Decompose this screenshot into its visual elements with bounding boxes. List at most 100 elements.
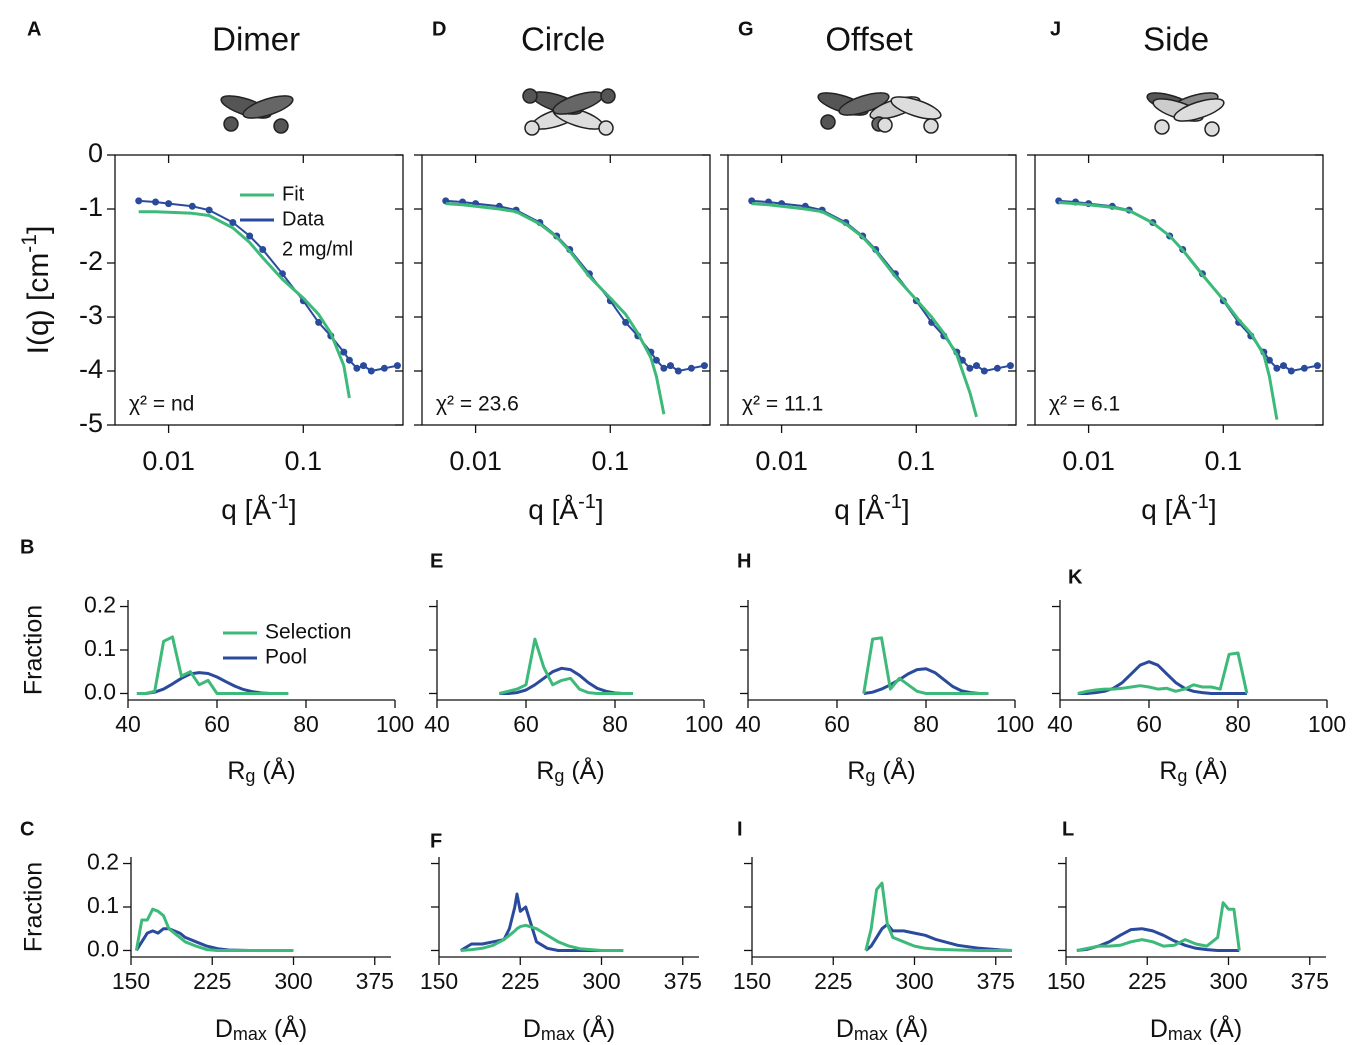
label-part: (Å) [1202, 1013, 1242, 1043]
x-tick-label: 225 [193, 968, 231, 994]
series-line [498, 637, 633, 695]
x-tick-label: 100 [376, 711, 414, 737]
label-part: (Å) [875, 755, 915, 785]
label-part: q [Å [221, 494, 271, 525]
label-part: max [541, 1024, 575, 1044]
label-part: D [836, 1015, 854, 1043]
legend-label: Pool [265, 646, 307, 669]
data-point [674, 367, 682, 375]
data-point [1280, 362, 1288, 370]
x-tick-label: 0.1 [285, 446, 323, 476]
x-tick-label: 0.01 [449, 446, 502, 476]
data-point [367, 367, 375, 375]
fit-chi-square: χ² = 11.1 [742, 393, 823, 416]
x-tick-label: 80 [913, 711, 939, 737]
series-line [459, 892, 624, 952]
series-line [1058, 201, 1279, 420]
data-point [1273, 364, 1281, 372]
x-tick-label: 60 [204, 711, 230, 737]
label-part: (Å) [1187, 755, 1227, 785]
x-tick-label: 40 [115, 711, 141, 737]
y-tick-label: 0.2 [87, 849, 119, 875]
panel-letter: H [737, 550, 751, 572]
series-line [460, 923, 624, 952]
x-tick-label: 0.1 [1205, 446, 1243, 476]
fit-chi-square: χ² = nd [129, 393, 194, 416]
label-part: D [523, 1015, 541, 1043]
panel-letter: L [1062, 818, 1074, 840]
y-tick-label: 0.1 [87, 892, 119, 918]
data-point [188, 202, 196, 210]
label-part: ] [596, 494, 604, 525]
data-point [165, 200, 173, 208]
data-point [393, 362, 401, 370]
y-tick-label: -4 [79, 354, 103, 384]
label-part: (Å) [267, 1013, 307, 1043]
x-axis-label: Dmax (Å) [215, 1013, 307, 1045]
x-tick-label: 150 [733, 968, 771, 994]
x-tick-label: 0.01 [755, 446, 808, 476]
x-tick-label: 80 [293, 711, 319, 737]
label-part: -1 [884, 491, 902, 513]
label-part: (Å) [255, 755, 295, 785]
x-tick-label: 0.01 [1062, 446, 1115, 476]
x-tick-label: 375 [356, 968, 394, 994]
x-tick-label: 375 [977, 968, 1015, 994]
data-point [1265, 356, 1273, 364]
data-point [380, 364, 388, 372]
y-tick-label: 0.1 [84, 635, 116, 661]
panel-title: Dimer [212, 21, 300, 58]
data-point [993, 364, 1001, 372]
data-point [652, 356, 660, 364]
label-part: q [Å [528, 494, 578, 525]
x-tick-label: 80 [602, 711, 628, 737]
panel-title: Offset [825, 21, 912, 58]
x-tick-label: 300 [895, 968, 933, 994]
panel-letter: B [20, 536, 34, 558]
x-tick-label: 40 [1047, 711, 1073, 737]
label-part: (Å) [888, 1013, 928, 1043]
data-point [687, 364, 695, 372]
x-axis-label: q [Å-1] [1141, 491, 1216, 525]
label-part: ] [1209, 494, 1217, 525]
x-tick-label: 60 [513, 711, 539, 737]
label-part: R [536, 757, 554, 785]
panel-letter: K [1068, 566, 1083, 588]
y-tick-label: -5 [79, 408, 103, 438]
x-tick-label: 60 [1136, 711, 1162, 737]
y-tick-label: 0.0 [84, 679, 116, 705]
plot-frame [727, 154, 1017, 426]
data-point [360, 362, 368, 370]
data-point [667, 362, 675, 370]
data-point [1313, 362, 1321, 370]
x-axis-label: Rg (Å) [847, 755, 915, 787]
data-point [622, 318, 630, 326]
panel-letter: E [430, 550, 443, 572]
x-tick-label: 40 [424, 711, 450, 737]
icon-circle [522, 88, 616, 136]
x-tick-label: 300 [1209, 968, 1247, 994]
x-tick-label: 300 [582, 968, 620, 994]
x-axis-label: Rg (Å) [227, 755, 295, 787]
series-line [499, 666, 633, 695]
label-part: g [554, 766, 564, 786]
icon-offset [817, 92, 942, 134]
panel-letter: I [737, 818, 743, 840]
plot-frame [1034, 154, 1324, 426]
data-point [229, 219, 237, 226]
series-line [864, 881, 1012, 952]
data-point [205, 206, 213, 214]
data-point [246, 232, 254, 240]
x-axis-label: Dmax (Å) [523, 1013, 615, 1045]
panel-title: Circle [521, 21, 605, 58]
x-tick-label: 60 [824, 711, 850, 737]
x-tick-label: 375 [1291, 968, 1329, 994]
panel-letter: J [1050, 18, 1061, 40]
y-axis-label: Fraction [20, 862, 48, 952]
x-tick-label: 225 [1128, 968, 1166, 994]
label-part: g [1177, 766, 1187, 786]
data-point [152, 198, 160, 206]
series-line [862, 636, 989, 695]
label-part: max [854, 1024, 888, 1044]
